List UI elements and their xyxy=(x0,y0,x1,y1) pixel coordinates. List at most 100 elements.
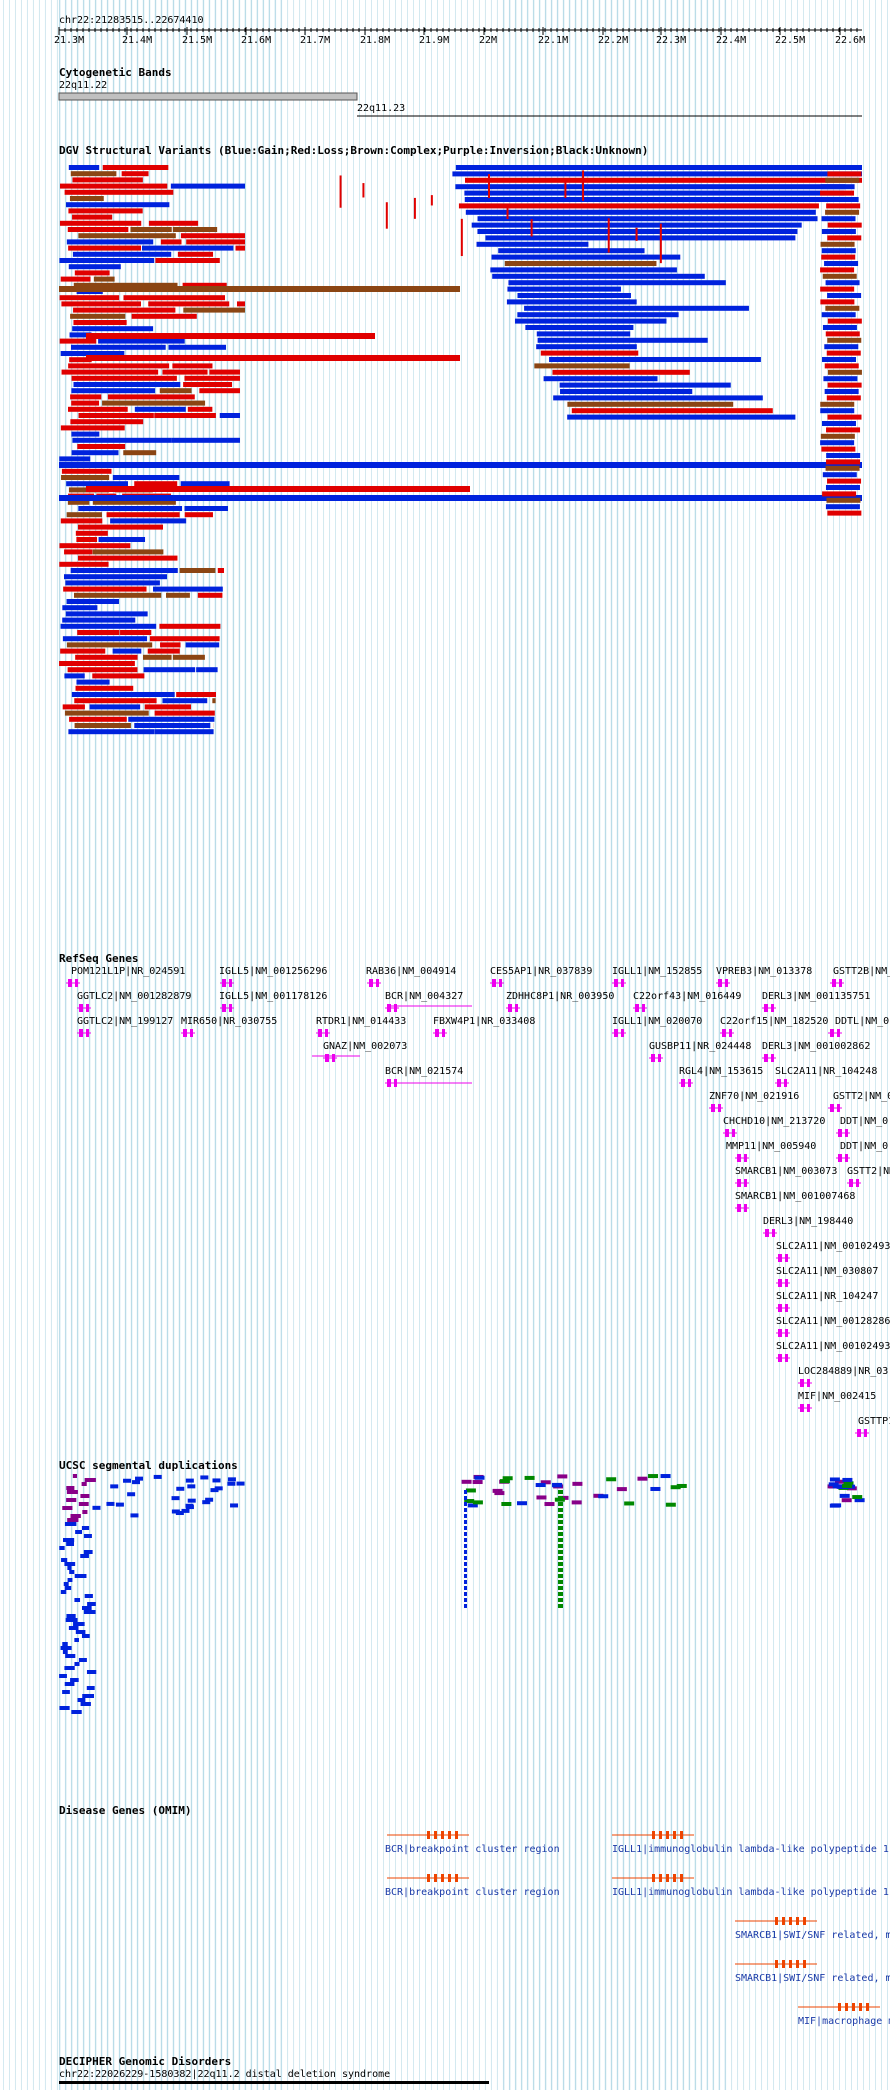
gene-label[interactable]: IGLL1|NM_020070 xyxy=(612,1016,703,1027)
dgv-variant[interactable] xyxy=(70,394,102,400)
dgv-variant[interactable] xyxy=(196,667,218,673)
segdup-block[interactable] xyxy=(59,1706,70,1710)
omim-gene-exon[interactable] xyxy=(659,1831,662,1839)
dgv-variant[interactable] xyxy=(553,395,763,401)
gene-model-exon[interactable] xyxy=(435,1029,439,1037)
segdup-block[interactable] xyxy=(63,1582,69,1586)
gene-model-exon[interactable] xyxy=(800,1379,804,1387)
dgv-variant[interactable] xyxy=(67,667,138,673)
omim-gene-exon[interactable] xyxy=(455,1874,458,1882)
segdup-block[interactable] xyxy=(494,1491,505,1496)
dgv-variant[interactable] xyxy=(464,197,835,202)
dgv-variant[interactable] xyxy=(567,414,796,420)
dgv-variant[interactable] xyxy=(187,406,213,412)
dgv-variant[interactable] xyxy=(73,382,181,387)
gene-model-exon[interactable] xyxy=(621,1029,624,1037)
dgv-variant[interactable] xyxy=(465,209,816,215)
gene-label[interactable]: RAB36|NM_004914 xyxy=(366,966,457,977)
dgv-variant[interactable] xyxy=(827,478,862,484)
dgv-variant[interactable] xyxy=(71,388,156,394)
dgv-variant[interactable] xyxy=(70,171,117,177)
dgv-variant[interactable] xyxy=(507,286,621,292)
segdup-block[interactable] xyxy=(185,1478,194,1483)
dgv-variant[interactable] xyxy=(67,406,128,412)
segdup-block[interactable] xyxy=(467,1503,478,1508)
dgv-variant[interactable] xyxy=(820,299,855,305)
segdup-block[interactable] xyxy=(83,1550,93,1554)
dgv-variant[interactable] xyxy=(827,337,862,343)
gene-model-exon[interactable] xyxy=(376,979,379,987)
gene-model-exon[interactable] xyxy=(369,979,373,987)
segdup-block[interactable] xyxy=(70,1514,81,1518)
dgv-variant[interactable] xyxy=(826,459,861,465)
dgv-variant[interactable] xyxy=(71,450,119,456)
segdup-block[interactable] xyxy=(81,1482,87,1486)
dgv-variant[interactable] xyxy=(827,510,862,516)
segdup-block[interactable] xyxy=(64,1682,75,1686)
segdup-block[interactable] xyxy=(175,1511,184,1516)
segdup-block[interactable] xyxy=(516,1501,527,1506)
segdup-block[interactable] xyxy=(461,1479,472,1484)
omim-gene-exon[interactable] xyxy=(775,1917,778,1925)
segdup-block[interactable] xyxy=(474,1475,485,1480)
gene-model-exon[interactable] xyxy=(765,1229,769,1237)
dgv-variant[interactable] xyxy=(826,350,861,356)
dgv-variant[interactable] xyxy=(826,427,861,433)
dgv-variant[interactable] xyxy=(827,171,862,177)
gene-model-exon[interactable] xyxy=(785,1279,788,1287)
gene-model-exon[interactable] xyxy=(718,979,722,987)
dgv-variant[interactable] xyxy=(89,704,141,710)
omim-gene-exon[interactable] xyxy=(652,1874,655,1882)
dgv-variant[interactable] xyxy=(183,307,245,313)
gene-model-exon[interactable] xyxy=(785,1304,788,1312)
segdup-block[interactable] xyxy=(66,1490,78,1494)
gene-label[interactable]: RTDR1|NM_014433 xyxy=(316,1016,407,1027)
dgv-variant[interactable] xyxy=(184,512,213,518)
segdup-block[interactable] xyxy=(63,1538,75,1542)
segdup-block[interactable] xyxy=(66,1542,75,1546)
segdup-block[interactable] xyxy=(558,1502,563,1506)
gene-model-exon[interactable] xyxy=(744,1179,747,1187)
dgv-variant[interactable] xyxy=(826,497,861,503)
gene-model-exon[interactable] xyxy=(183,1029,187,1037)
gene-model-exon[interactable] xyxy=(838,1154,842,1162)
dgv-variant[interactable] xyxy=(826,453,861,458)
dgv-variant[interactable] xyxy=(534,363,630,369)
segdup-block[interactable] xyxy=(67,1578,73,1582)
segdup-block[interactable] xyxy=(464,1520,467,1524)
segdup-block[interactable] xyxy=(62,1650,68,1654)
dgv-variant[interactable] xyxy=(235,245,245,251)
dgv-variant[interactable] xyxy=(659,223,662,264)
dgv-variant[interactable] xyxy=(825,305,860,311)
segdup-block[interactable] xyxy=(558,1574,563,1578)
dgv-variant[interactable] xyxy=(182,282,227,288)
dgv-variant[interactable] xyxy=(159,388,192,394)
segdup-block[interactable] xyxy=(214,1486,223,1491)
dgv-variant[interactable] xyxy=(60,518,103,524)
segdup-block[interactable] xyxy=(472,1480,483,1485)
cyto-band-22q11.22[interactable] xyxy=(58,92,358,101)
gene-label[interactable]: GSTT2|NM_0 xyxy=(833,1091,890,1102)
gene-label[interactable]: GSTT2B|NM_ xyxy=(833,966,890,977)
segdup-block[interactable] xyxy=(854,1498,865,1503)
dgv-variant[interactable] xyxy=(64,549,93,555)
omim-gene-exon[interactable] xyxy=(427,1831,430,1839)
segdup-block[interactable] xyxy=(540,1480,551,1485)
dgv-variant[interactable] xyxy=(171,437,240,443)
gene-label[interactable]: SLC2A11|NM_030807 xyxy=(776,1266,879,1277)
dgv-variant[interactable] xyxy=(64,189,174,195)
dgv-variant[interactable] xyxy=(184,506,228,511)
dgv-variant[interactable] xyxy=(63,586,147,592)
omim-gene-exon[interactable] xyxy=(673,1831,676,1839)
dgv-variant[interactable] xyxy=(92,673,145,679)
dgv-variant[interactable] xyxy=(69,357,92,363)
dgv-variant[interactable] xyxy=(134,406,186,412)
dgv-variant[interactable] xyxy=(60,648,106,654)
segdup-block[interactable] xyxy=(230,1503,239,1508)
gene-label[interactable]: IGLL5|NM_001256296 xyxy=(219,966,328,977)
gene-model-exon[interactable] xyxy=(807,1379,810,1387)
dgv-variant[interactable] xyxy=(339,175,342,208)
dgv-variant[interactable] xyxy=(93,276,115,282)
segdup-block[interactable] xyxy=(558,1586,563,1590)
gene-label[interactable]: MMP11|NM_005940 xyxy=(726,1141,817,1152)
